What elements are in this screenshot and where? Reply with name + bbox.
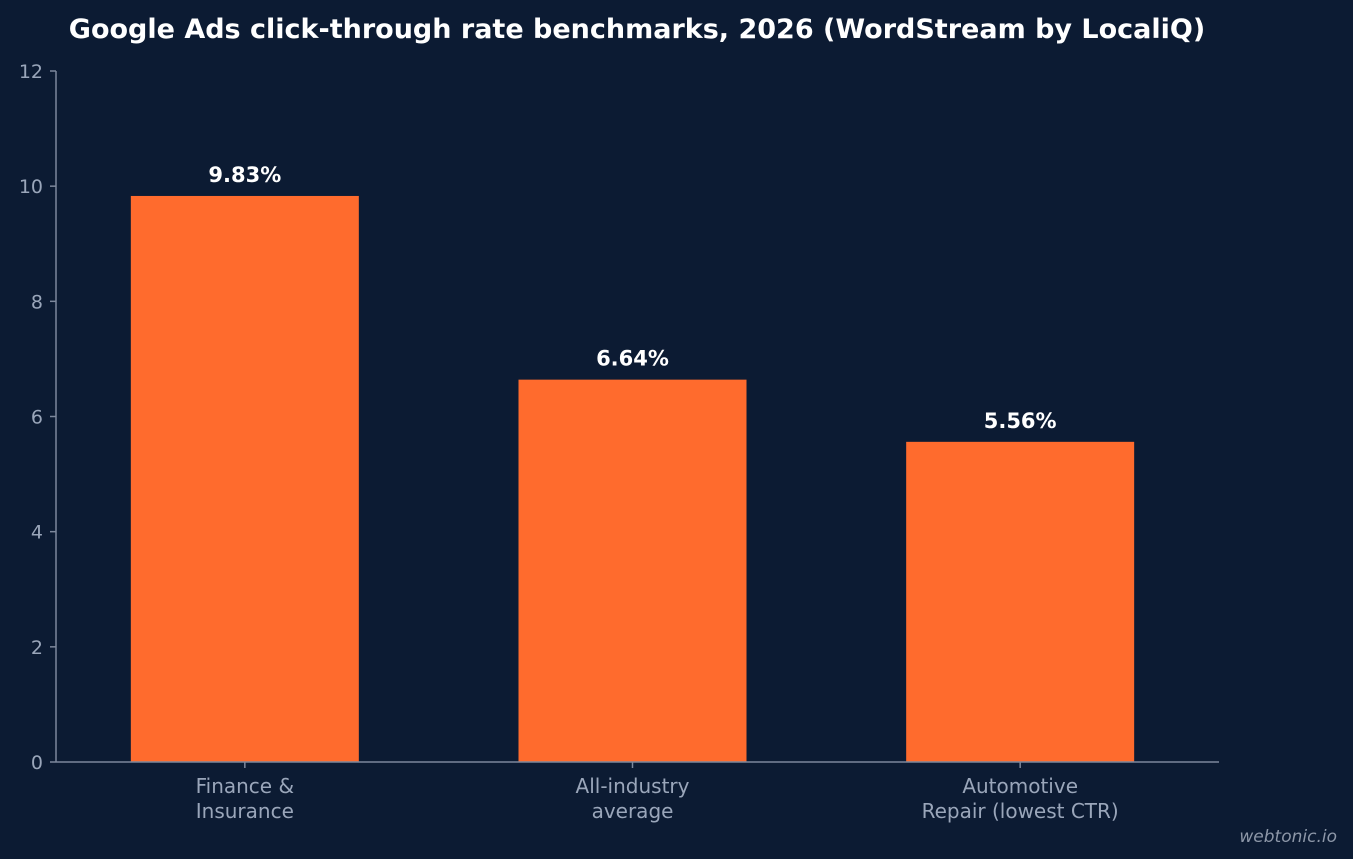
data-label: 9.83% — [208, 163, 281, 187]
bar — [518, 379, 747, 762]
y-tick-label: 10 — [19, 176, 43, 198]
bars — [130, 195, 1135, 763]
y-axis: 0 2 4 6 8 10 12 — [19, 61, 57, 774]
y-tick-label: 12 — [19, 61, 43, 83]
x-tick-label: average — [592, 799, 674, 823]
data-label: 5.56% — [984, 409, 1057, 433]
data-labels: 9.83% 6.64% 5.56% — [208, 163, 1056, 433]
y-tick-label: 8 — [31, 291, 43, 313]
bar — [130, 195, 359, 763]
x-tick-label: All-industry — [576, 774, 690, 798]
x-tick-label: Finance & — [196, 774, 294, 798]
x-tick-label: Insurance — [196, 799, 294, 823]
bar — [906, 441, 1135, 762]
y-tick-label: 4 — [31, 522, 43, 544]
data-label: 6.64% — [596, 347, 669, 371]
chart-title: Google Ads click-through rate benchmarks… — [69, 14, 1205, 45]
x-tick-label: Automotive — [962, 774, 1078, 798]
y-tick-label: 2 — [31, 637, 43, 659]
watermark: webtonic.io — [1239, 827, 1337, 847]
x-tick-label: Repair (lowest CTR) — [922, 799, 1119, 823]
y-tick-label: 6 — [31, 407, 43, 429]
y-tick-label: 0 — [31, 752, 43, 774]
